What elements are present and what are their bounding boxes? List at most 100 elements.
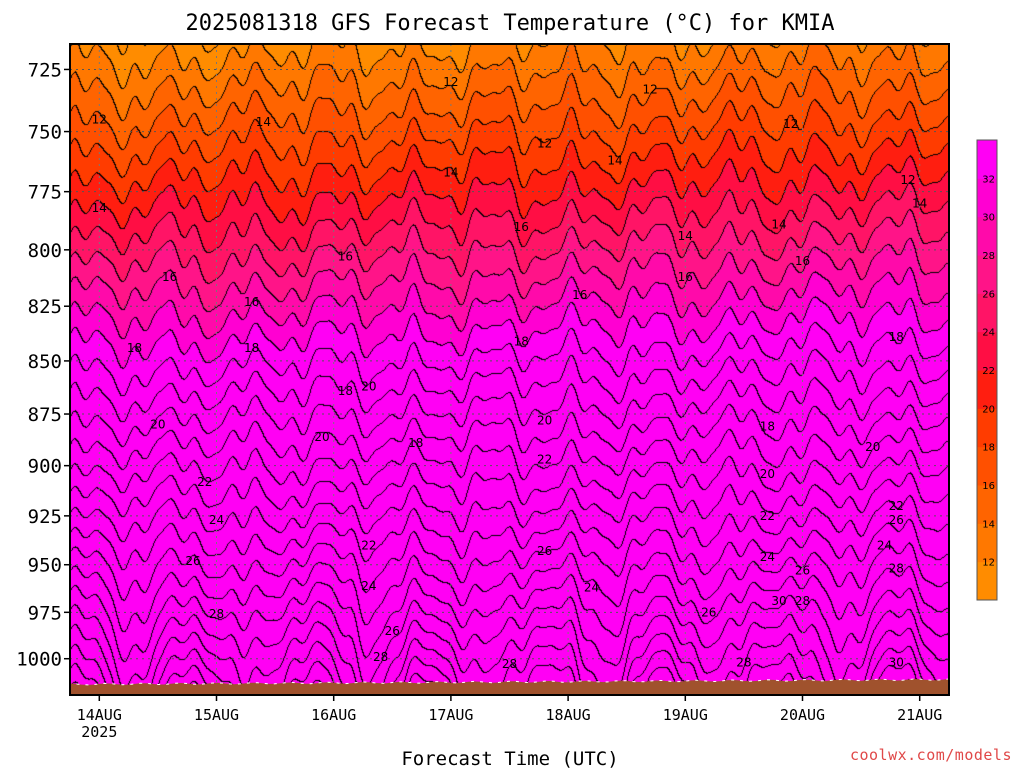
x-tick-label: 19AUG	[663, 706, 708, 724]
y-tick-label: 850	[28, 351, 62, 373]
contour-label: 26	[701, 605, 716, 619]
contour-label: 20	[150, 417, 165, 431]
plot-frame	[69, 43, 950, 696]
contour-label: 12	[443, 75, 458, 89]
y-tick-label: 825	[28, 296, 62, 318]
x-tick-year: 2025	[81, 723, 117, 741]
contour-label: 28	[795, 594, 810, 608]
contour-label: 16	[795, 254, 810, 268]
chart-title: 2025081318 GFS Forecast Temperature (°C)…	[185, 11, 834, 36]
credit-text: coolwx.com/models	[849, 746, 1012, 764]
colorbar-swatch	[977, 408, 997, 448]
contour-label: 28	[373, 650, 388, 664]
contour-label: 26	[889, 513, 904, 527]
colorbar-swatch	[977, 561, 997, 601]
contour-label: 16	[572, 288, 587, 302]
contour-label: 20	[760, 467, 775, 481]
colorbar-tick-label: 18	[982, 443, 995, 454]
y-tick-label: 750	[28, 122, 62, 144]
colorbar-tick-label: 26	[982, 289, 995, 300]
colorbar-tick-label: 16	[982, 481, 995, 492]
contour-label: 14	[607, 154, 622, 168]
colorbar-swatch	[977, 523, 997, 563]
contour-label: 30	[771, 594, 786, 608]
contour-label: 22	[197, 475, 212, 489]
y-tick-label: 950	[28, 555, 62, 577]
colorbar-tick-label: 20	[982, 404, 995, 415]
contour-label: 20	[361, 380, 376, 394]
colorbar-tick-label: 22	[982, 366, 995, 377]
x-tick-label: 16AUG	[311, 706, 356, 724]
y-tick-label: 1000	[16, 649, 62, 671]
colorbar: 12 14 16 18 20 22 24 26 28 30 32	[976, 139, 998, 601]
colorbar-tick-label: 32	[982, 174, 995, 185]
x-tick-label: 20AUG	[780, 706, 825, 724]
contour-label: 26	[537, 544, 552, 558]
colorbar-swatch	[977, 370, 997, 409]
colorbar-swatch	[977, 485, 997, 524]
contour-label: 14	[443, 166, 458, 180]
colorbar-swatch	[977, 216, 997, 256]
contour-label: 18	[514, 334, 529, 348]
contour-label: 20	[314, 430, 329, 444]
contour-label: 18	[338, 384, 353, 398]
x-tick-label: 18AUG	[546, 706, 591, 724]
colorbar-frame	[976, 139, 998, 601]
contour-label: 18	[760, 420, 775, 434]
plot-overlay: 12 12 12 12 12 12 14 14 14 14 14 14 14 16 16 16 16 16 16 16…	[69, 44, 950, 696]
colorbar-swatch	[977, 293, 997, 333]
colorbar-swatch	[977, 178, 997, 218]
contour-label: 30	[889, 655, 904, 669]
contour-label: 26	[385, 624, 400, 638]
x-tick-label: 21AUG	[897, 706, 942, 724]
contour-label: 24	[877, 538, 892, 552]
colorbar-tick-label: 14	[982, 519, 995, 530]
contour-label: 20	[865, 440, 880, 454]
colorbar-swatch	[977, 140, 997, 179]
contour-label: 24	[760, 550, 775, 564]
contour-label: 12	[900, 173, 915, 187]
contour-label: 22	[760, 509, 775, 523]
y-tick-label: 975	[28, 602, 62, 624]
contour-label: 12	[642, 83, 657, 97]
colorbar-tick-label: 30	[982, 213, 995, 224]
y-tick-label: 925	[28, 506, 62, 528]
contour-label: 18	[408, 436, 423, 450]
contour-label: 22	[889, 499, 904, 513]
contour-label: 14	[256, 115, 271, 129]
colorbar-swatch	[977, 331, 997, 371]
contour-label: 12	[537, 137, 552, 151]
colorbar-swatch	[977, 255, 997, 294]
contour-label: 16	[338, 250, 353, 264]
contour-label: 16	[514, 220, 529, 234]
colorbar-swatch	[977, 446, 997, 486]
contour-label: 12	[92, 112, 107, 126]
contour-label: 16	[678, 270, 693, 284]
x-tick-label: 15AUG	[194, 706, 239, 724]
contour-label: 22	[361, 538, 376, 552]
x-tick-label: 14AUG	[77, 706, 122, 724]
contour-label: 24	[209, 513, 224, 527]
plot-area	[70, 44, 949, 695]
contour-label: 28	[209, 607, 224, 621]
temperature-field	[70, 44, 949, 695]
contour-label: 26	[185, 554, 200, 568]
contour-label: 26	[795, 564, 810, 578]
y-tick-label: 775	[28, 182, 62, 204]
contour-label: 18	[889, 330, 904, 344]
contour-label: 20	[537, 413, 552, 427]
colorbar-tick-label: 28	[982, 251, 995, 262]
contour-label: 18	[127, 341, 142, 355]
contour-label: 16	[162, 270, 177, 284]
x-tick-label: 17AUG	[428, 706, 473, 724]
contour-label: 22	[537, 453, 552, 467]
colorbar-tick-label: 12	[982, 558, 995, 569]
colorbar-tick-label: 24	[982, 328, 995, 339]
y-tick-label: 800	[28, 240, 62, 262]
contour-label: 18	[244, 341, 259, 355]
y-tick-label: 725	[28, 59, 62, 81]
contour-label: 28	[502, 657, 517, 671]
contour-label: 12	[783, 117, 798, 131]
ground-surface	[69, 678, 950, 696]
